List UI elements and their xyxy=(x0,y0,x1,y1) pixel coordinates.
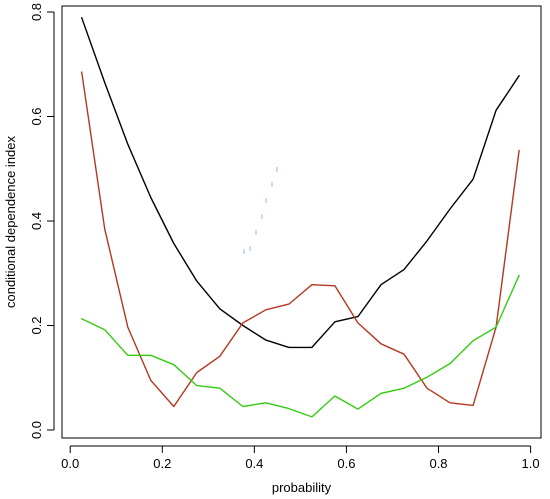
x-tick-label: 0.2 xyxy=(153,456,171,471)
x-axis-title: probability xyxy=(272,480,332,495)
series-line-3 xyxy=(80,274,520,418)
x-axis: 0.0 0.2 0.4 0.6 0.8 1.0 xyxy=(61,445,540,471)
x-tick-label: 0.4 xyxy=(245,456,263,471)
x-tick-label: 1.0 xyxy=(522,456,540,471)
y-tick-label: 0.4 xyxy=(29,212,44,230)
x-tick-label: 0.0 xyxy=(61,456,79,471)
y-axis-title: conditional dependence index xyxy=(3,135,18,308)
series-line-1 xyxy=(80,17,520,349)
x-tick-label: 0.8 xyxy=(429,456,447,471)
y-tick-label: 0.6 xyxy=(29,107,44,125)
plot-frame xyxy=(61,5,542,439)
y-tick-label: 0.2 xyxy=(29,316,44,334)
series-layer xyxy=(80,17,520,418)
y-tick-label: 0.8 xyxy=(29,3,44,21)
artifact-marks xyxy=(243,167,278,254)
y-axis: 0.0 0.2 0.4 0.6 0.8 xyxy=(29,3,55,439)
y-tick-label: 0.0 xyxy=(29,421,44,439)
x-tick-label: 0.6 xyxy=(337,456,355,471)
series-line-2 xyxy=(80,71,520,408)
